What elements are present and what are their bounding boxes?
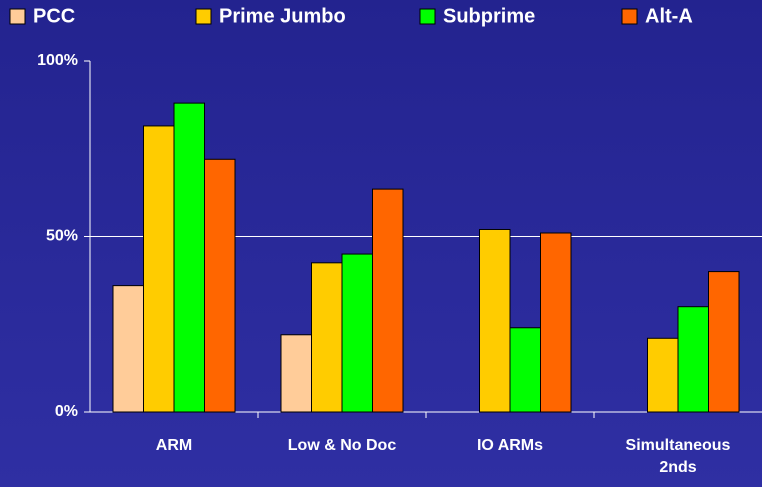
bar <box>143 125 175 413</box>
bar <box>280 334 312 413</box>
legend-swatch <box>195 8 212 25</box>
y-tick-label: 50% <box>46 228 78 245</box>
y-tick-label: 0% <box>55 403 78 420</box>
x-tick-label: Simultaneous 2nds <box>625 437 731 476</box>
bar <box>341 253 373 413</box>
bar <box>677 306 709 413</box>
x-tick-label: ARM <box>155 437 193 454</box>
y-tick-label: 100% <box>37 52 78 69</box>
legend-label: Alt-A <box>645 5 693 27</box>
bar <box>509 327 541 413</box>
x-tick-label: Low & No Doc <box>287 437 397 454</box>
legend-label: Subprime <box>443 5 535 27</box>
bar <box>540 232 572 413</box>
legend-swatch <box>621 8 638 25</box>
legend-swatch <box>419 8 436 25</box>
x-tick-label: IO ARMs <box>476 437 544 454</box>
bar <box>204 158 236 413</box>
legend-swatch <box>9 8 26 25</box>
bar <box>647 337 679 413</box>
bar <box>372 188 404 413</box>
bar <box>311 262 343 413</box>
bar <box>708 271 740 413</box>
legend-label: Prime Jumbo <box>219 5 346 27</box>
bar <box>173 102 205 413</box>
bar <box>112 285 144 413</box>
bar <box>479 228 511 413</box>
legend-label: PCC <box>33 5 75 27</box>
